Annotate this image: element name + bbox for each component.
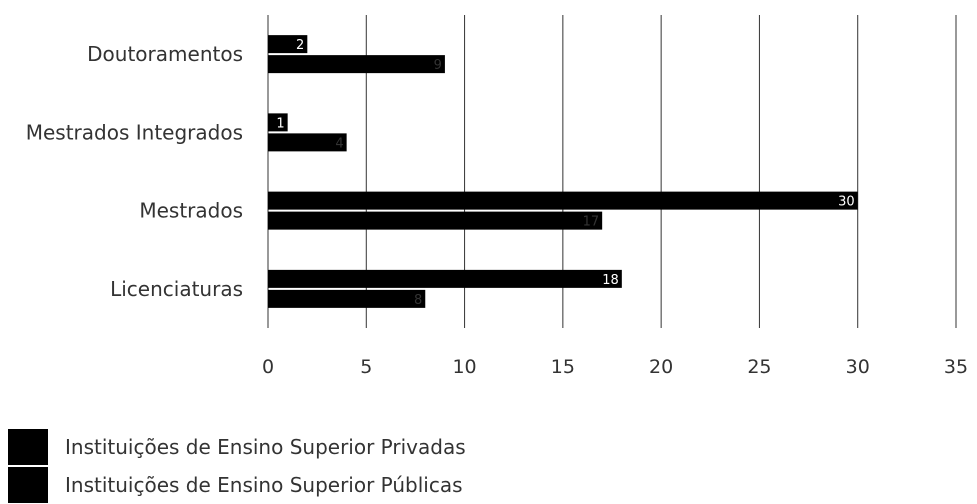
legend-swatch-publicas bbox=[8, 467, 48, 503]
bar bbox=[268, 289, 426, 308]
x-tick-label: 30 bbox=[846, 356, 870, 378]
bar bbox=[268, 35, 308, 54]
bar bbox=[268, 191, 858, 210]
category-label: Mestrados Integrados bbox=[26, 120, 243, 144]
category-label: Licenciaturas bbox=[110, 277, 243, 301]
data-label: 2 bbox=[296, 38, 304, 53]
legend-item-publicas: Instituições de Ensino Superior Públicas bbox=[8, 466, 466, 504]
data-label: 1 bbox=[276, 116, 284, 131]
value-labels: 2 1 30 18 9 4 17 8 bbox=[276, 38, 854, 308]
data-label: 30 bbox=[838, 195, 855, 210]
x-tick-label: 20 bbox=[649, 356, 673, 378]
data-label: 9 bbox=[434, 58, 442, 73]
data-label: 4 bbox=[335, 136, 343, 151]
data-label: 18 bbox=[602, 273, 619, 288]
legend-label-privadas: Instituições de Ensino Superior Privadas bbox=[65, 435, 466, 459]
x-tick-label: 35 bbox=[944, 356, 968, 378]
legend: Instituições de Ensino Superior Privadas… bbox=[8, 428, 466, 504]
bar bbox=[268, 133, 347, 152]
bars bbox=[268, 35, 858, 308]
bar bbox=[268, 113, 288, 132]
data-label: 17 bbox=[583, 215, 600, 230]
legend-label-publicas: Instituições de Ensino Superior Públicas bbox=[65, 473, 463, 497]
category-label: Mestrados bbox=[139, 199, 243, 223]
bar bbox=[268, 55, 445, 74]
data-label: 8 bbox=[414, 293, 422, 308]
x-tick-label: 5 bbox=[360, 356, 372, 378]
category-label: Doutoramentos bbox=[87, 42, 243, 66]
category-labels: Doutoramentos Mestrados Integrados Mestrad… bbox=[26, 42, 243, 301]
legend-item-privadas: Instituições de Ensino Superior Privadas bbox=[8, 428, 466, 466]
x-tick-label: 0 bbox=[262, 356, 274, 378]
x-axis-tick-labels: 0 5 10 15 20 25 30 35 bbox=[262, 356, 968, 378]
x-tick-label: 25 bbox=[747, 356, 771, 378]
x-tick-label: 15 bbox=[551, 356, 575, 378]
bar-chart: 2 1 30 18 9 4 17 8 Doutoramentos Mestrados Integ… bbox=[26, 15, 968, 378]
legend-swatch-privadas bbox=[8, 429, 48, 465]
bar bbox=[268, 211, 603, 230]
x-tick-label: 10 bbox=[452, 356, 476, 378]
bar bbox=[268, 269, 622, 288]
